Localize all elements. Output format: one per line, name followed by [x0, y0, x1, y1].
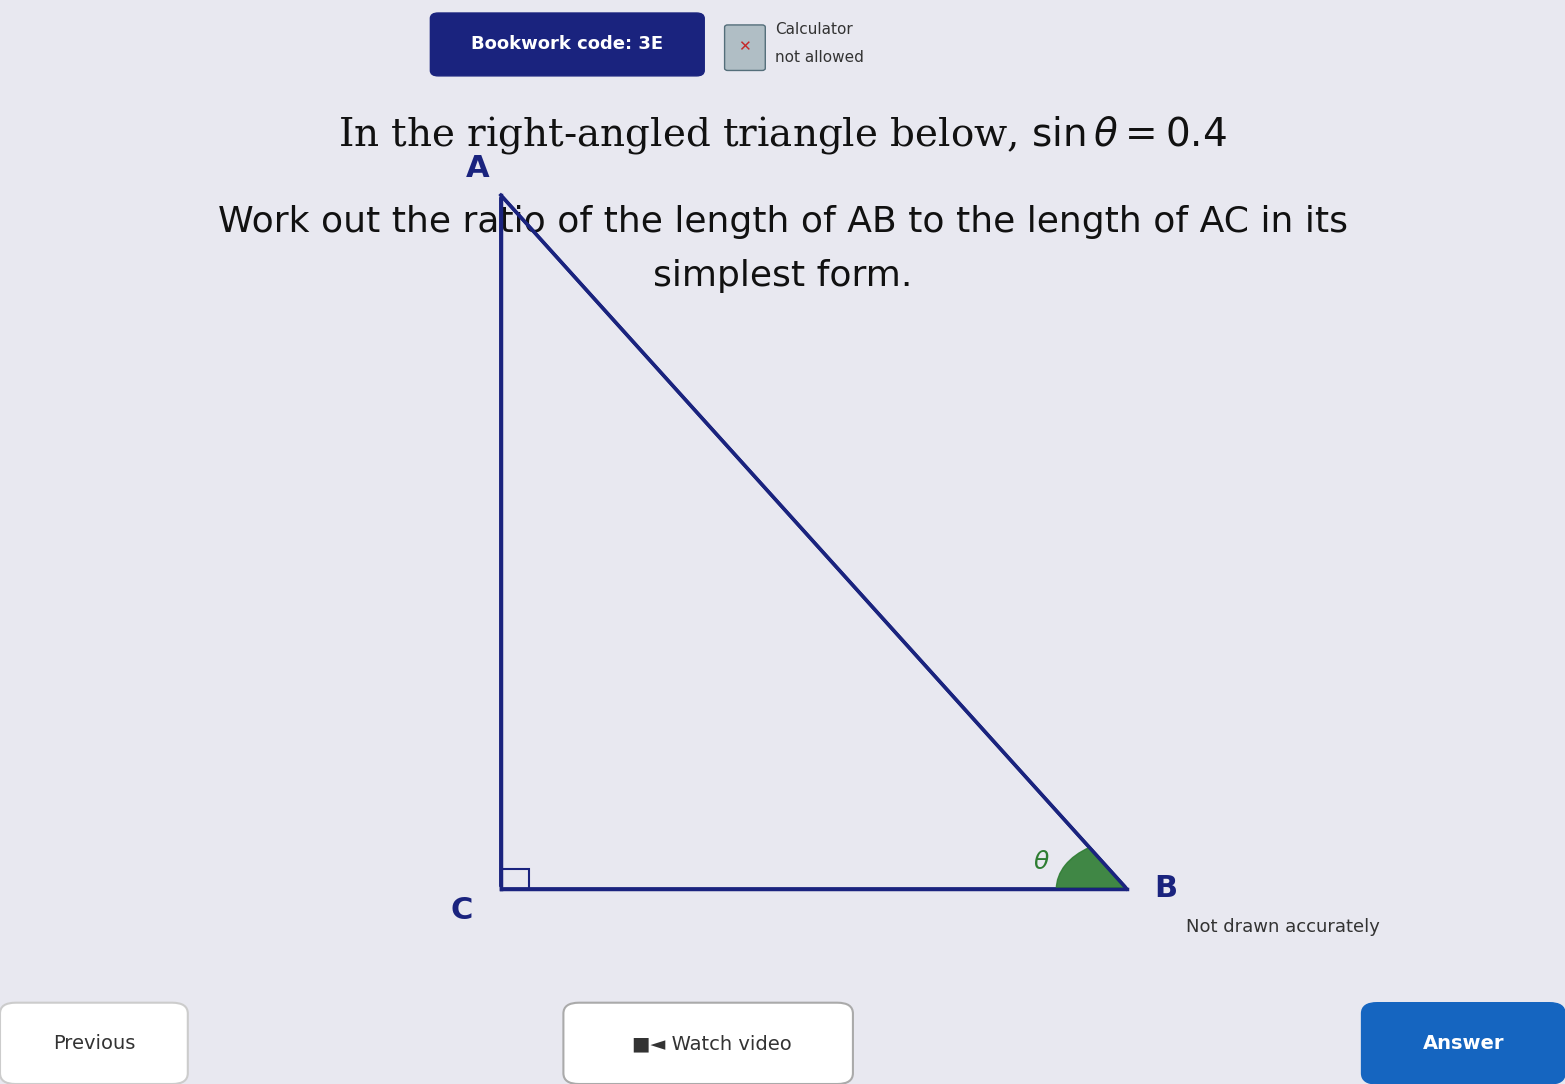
Text: simplest form.: simplest form. — [653, 259, 912, 294]
Text: B: B — [1155, 875, 1177, 903]
FancyBboxPatch shape — [0, 1003, 188, 1084]
Text: not allowed: not allowed — [775, 50, 864, 65]
FancyBboxPatch shape — [563, 1003, 853, 1084]
Text: θ: θ — [1033, 850, 1049, 874]
FancyBboxPatch shape — [1362, 1003, 1565, 1084]
Text: ✕: ✕ — [739, 39, 751, 54]
Text: Previous: Previous — [53, 1034, 135, 1054]
FancyBboxPatch shape — [725, 25, 765, 70]
Text: A: A — [465, 154, 490, 182]
Wedge shape — [1056, 848, 1127, 889]
Text: Calculator: Calculator — [775, 23, 853, 37]
Bar — [501, 869, 529, 889]
Text: In the right-angled triangle below, $\sin\theta = 0.4$: In the right-angled triangle below, $\si… — [338, 115, 1227, 156]
Text: ■◄ Watch video: ■◄ Watch video — [632, 1034, 792, 1054]
Text: Not drawn accurately: Not drawn accurately — [1186, 918, 1380, 935]
FancyBboxPatch shape — [430, 13, 704, 76]
Text: C: C — [451, 896, 473, 925]
Text: Answer: Answer — [1423, 1034, 1504, 1054]
Text: Bookwork code: 3E: Bookwork code: 3E — [471, 36, 664, 53]
Text: Work out the ratio of the length of AB to the length of AC in its: Work out the ratio of the length of AB t… — [218, 205, 1347, 240]
